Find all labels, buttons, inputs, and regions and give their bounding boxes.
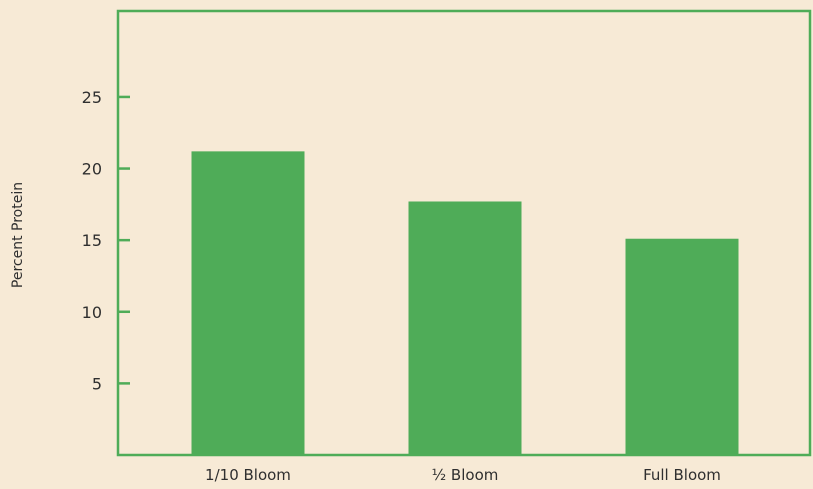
y-tick-label: 15: [82, 231, 102, 250]
x-category-label: Full Bloom: [643, 466, 721, 484]
y-axis-title: Percent Protein: [10, 182, 26, 288]
y-tick-label: 10: [82, 303, 102, 322]
bar: [408, 201, 522, 455]
x-category-label: ½ Bloom: [432, 466, 499, 484]
y-tick-label: 5: [92, 374, 102, 393]
bar: [625, 238, 739, 455]
x-axis-labels: 1/10 Bloom ½ Bloom Full Bloom: [205, 466, 721, 484]
bars-group: [191, 151, 739, 455]
y-tick-label: 20: [82, 160, 102, 179]
y-axis-ticks: 5 10 15 20 25: [82, 88, 130, 393]
y-tick-label: 25: [82, 88, 102, 107]
x-category-label: 1/10 Bloom: [205, 466, 291, 484]
bar: [191, 151, 305, 455]
